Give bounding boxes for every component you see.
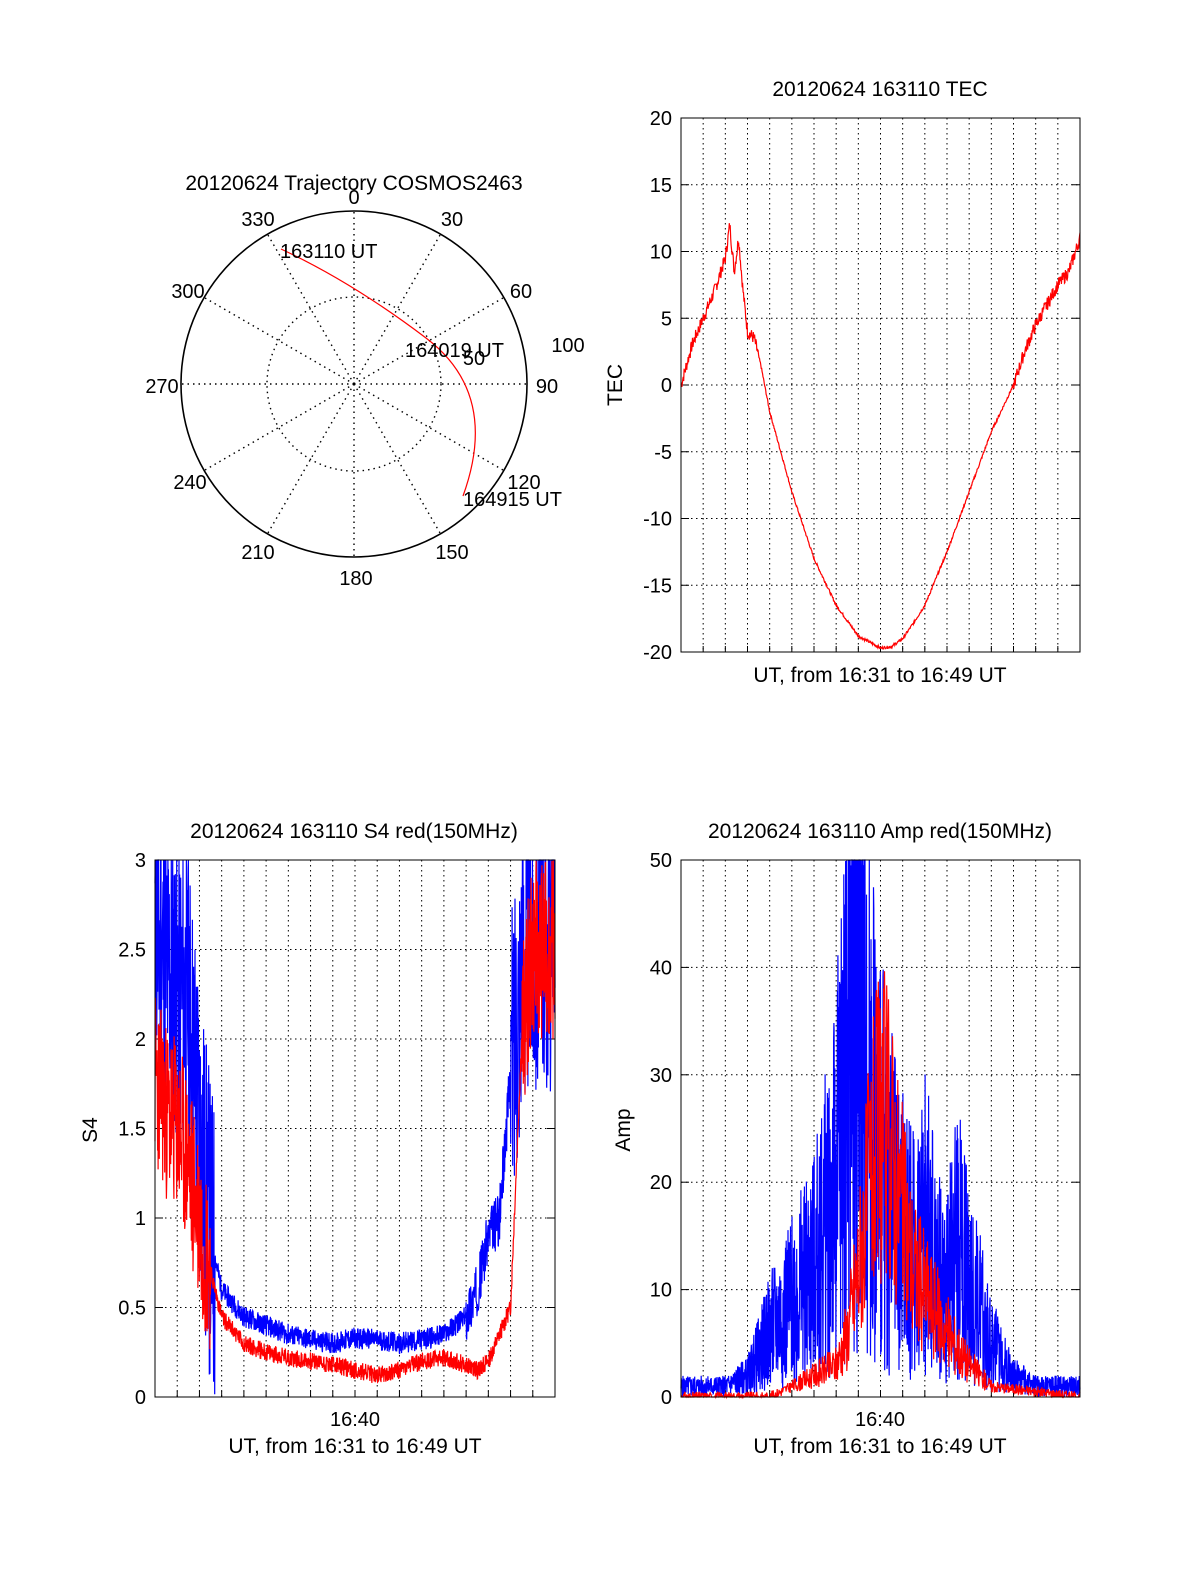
polar-spoke bbox=[353, 383, 442, 535]
polar-spoke bbox=[353, 296, 505, 385]
y-tick-label: 1.5 bbox=[118, 1119, 146, 1141]
tec-xlabel: UT, from 16:31 to 16:49 UT bbox=[753, 664, 1006, 687]
y-tick-label: 30 bbox=[650, 1065, 672, 1087]
amp-blue-series-line bbox=[680, 859, 1081, 1398]
y-tick-label: 50 bbox=[650, 850, 672, 872]
s4-ylabel: S4 bbox=[79, 1117, 102, 1143]
y-tick-label: 20 bbox=[650, 108, 672, 130]
polar-outer-circle bbox=[180, 210, 528, 558]
s4-panel: 20120624 163110 S4 red(150MHz) 3 2.5 2 1.5 1… bbox=[79, 820, 556, 1458]
polar-spoke bbox=[353, 383, 505, 472]
s4-title: 20120624 163110 S4 red(150MHz) bbox=[190, 820, 518, 843]
y-tick-label: 20 bbox=[650, 1172, 672, 1194]
y-tick-label: 3 bbox=[135, 850, 146, 872]
y-tick-label: -15 bbox=[643, 575, 672, 597]
polar-spoke bbox=[353, 233, 442, 385]
azimuth-label: 300 bbox=[171, 281, 204, 303]
y-tick-label: 2 bbox=[135, 1029, 146, 1051]
y-tick-label: 5 bbox=[661, 308, 672, 330]
azimuth-label: 150 bbox=[435, 542, 468, 564]
tec-title: 20120624 163110 TEC bbox=[772, 78, 987, 101]
y-tick-label: 0 bbox=[661, 1387, 672, 1409]
s4-xtick-label: 16:40 bbox=[330, 1409, 380, 1431]
polar-spoke bbox=[203, 296, 355, 385]
azimuth-label: 0 bbox=[348, 187, 359, 209]
azimuth-label: 330 bbox=[241, 209, 274, 231]
y-tick-label: -5 bbox=[654, 442, 672, 464]
amp-ylabel: Amp bbox=[612, 1108, 635, 1151]
trajectory-title: 20120624 Trajectory COSMOS2463 bbox=[185, 172, 522, 195]
azimuth-label: 30 bbox=[441, 209, 463, 231]
y-tick-label: 10 bbox=[650, 1280, 672, 1302]
s4-blue-series-line bbox=[154, 859, 556, 1395]
amp-title: 20120624 163110 Amp red(150MHz) bbox=[708, 820, 1052, 843]
s4-red-series-line bbox=[154, 860, 556, 1384]
azimuth-label: 240 bbox=[173, 472, 206, 494]
amp-plot-frame bbox=[680, 859, 1081, 1398]
y-tick-label: 0 bbox=[661, 375, 672, 397]
amp-xtick-label: 16:40 bbox=[855, 1409, 905, 1431]
polar-spoke bbox=[266, 233, 355, 385]
trajectory-line bbox=[280, 248, 476, 497]
tec-plot-frame bbox=[680, 117, 1081, 653]
elevation-label: 100 bbox=[551, 335, 584, 357]
amp-panel: 20120624 163110 Amp red(150MHz) 50 40 30 20… bbox=[612, 820, 1081, 1458]
y-tick-label: -10 bbox=[643, 509, 672, 531]
trajectory-end-time: 164915 UT bbox=[463, 489, 562, 511]
trajectory-start-time: 163110 UT bbox=[280, 241, 377, 263]
s4-plot-frame bbox=[154, 859, 556, 1398]
y-tick-label: 0.5 bbox=[118, 1298, 146, 1320]
y-tick-label: 0 bbox=[135, 1387, 146, 1409]
amp-red-series-line bbox=[680, 971, 1081, 1400]
elevation-label: 50 bbox=[463, 348, 485, 370]
tec-panel: 20120624 163110 TEC 20151050-5-10-15-20 … bbox=[604, 78, 1081, 687]
azimuth-label: 180 bbox=[339, 568, 372, 590]
amp-xlabel: UT, from 16:31 to 16:49 UT bbox=[753, 1435, 1006, 1458]
s4-xlabel: UT, from 16:31 to 16:49 UT bbox=[228, 1435, 481, 1458]
y-tick-label: 1 bbox=[135, 1208, 146, 1230]
polar-spoke bbox=[203, 383, 355, 472]
y-tick-label: 2.5 bbox=[118, 940, 146, 962]
y-tick-label: 10 bbox=[650, 242, 672, 264]
azimuth-label: 120 bbox=[507, 472, 540, 494]
y-tick-label: 15 bbox=[650, 175, 672, 197]
tec-series-line bbox=[680, 223, 1081, 650]
azimuth-label: 210 bbox=[241, 542, 274, 564]
trajectory-panel: 20120624 Trajectory COSMOS2463 0 30 60 90 12… bbox=[145, 172, 584, 590]
polar-elevation-circle bbox=[266, 296, 442, 472]
polar-spoke bbox=[266, 383, 355, 535]
tec-ylabel: TEC bbox=[604, 364, 627, 406]
y-tick-label: 40 bbox=[650, 957, 672, 979]
azimuth-label: 270 bbox=[145, 376, 178, 398]
y-tick-label: -20 bbox=[643, 642, 672, 664]
azimuth-label: 60 bbox=[510, 281, 532, 303]
trajectory-mid-time: 164019 UT bbox=[405, 340, 504, 362]
azimuth-label: 90 bbox=[536, 376, 558, 398]
